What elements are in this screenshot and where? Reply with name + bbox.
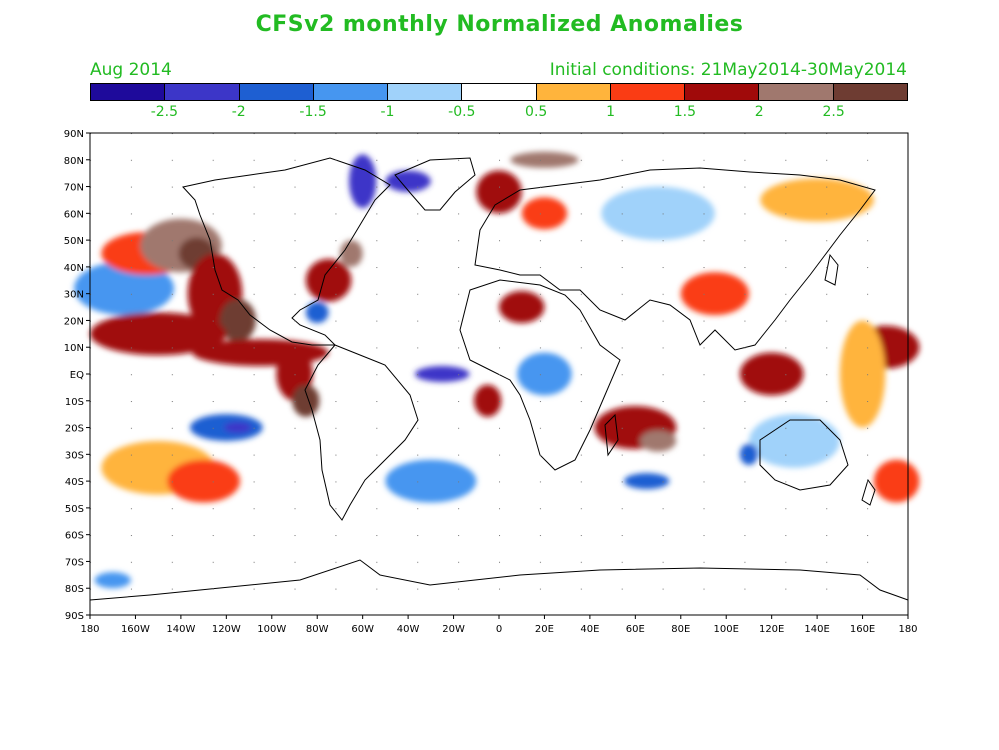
lat-label: 90S — [65, 611, 84, 622]
lon-label: 180 — [898, 624, 917, 635]
lat-label: 10S — [65, 397, 84, 408]
initial-conditions: Initial conditions: 21May2014-30May2014 — [549, 60, 907, 80]
lat-label: 30S — [65, 450, 84, 461]
colorbar-label: -2 — [231, 104, 246, 120]
colorbar-swatch — [610, 84, 686, 100]
colorbar-label: -2.5 — [150, 104, 179, 120]
colorbar-label: 0.5 — [525, 104, 548, 120]
lat-label: 30N — [64, 290, 84, 301]
lon-label: 120E — [759, 624, 784, 635]
lon-label: 100W — [257, 624, 286, 635]
lat-label: 90N — [64, 129, 84, 140]
lon-label: 40E — [580, 624, 599, 635]
colorbar-swatch — [388, 84, 463, 100]
lat-label: 40N — [64, 263, 84, 274]
latitude-axis: 90N 80N 70N 60N 50N 40N 30N 20N 10N EQ 10S 20S 30S 40… — [64, 129, 90, 622]
lon-label: 140W — [166, 624, 195, 635]
lat-label: 60S — [65, 531, 84, 542]
colorbar-label: 2 — [754, 104, 764, 120]
colorbar-swatch — [759, 84, 834, 100]
longitude-axis: 180 160W 140W 120W 100W 80W 60W 40W 20W 0 20E 40E 60… — [80, 615, 918, 635]
colorbar-label: 2.5 — [822, 104, 845, 120]
colorbar-label: -1.5 — [299, 104, 327, 120]
colorbar-label: -0.5 — [448, 104, 476, 120]
chart-title: CFSv2 monthly Normalized Anomalies — [255, 12, 744, 37]
lat-label: 20S — [65, 424, 84, 435]
lat-label: 50S — [65, 504, 84, 515]
colorbar-swatch — [462, 84, 537, 100]
gridlines — [90, 133, 908, 615]
lat-label: 70S — [65, 557, 84, 568]
colorbar-swatch — [833, 84, 907, 100]
lat-label: 60N — [64, 209, 84, 220]
lat-label: 50N — [64, 236, 84, 247]
lon-label: 40W — [397, 624, 420, 635]
lon-label: 180 — [80, 624, 99, 635]
colorbar-swatch — [313, 84, 389, 100]
lat-label: 80N — [64, 156, 84, 167]
colorbar-swatch — [685, 84, 760, 100]
lon-label: 160E — [850, 624, 875, 635]
lon-label: 20E — [535, 624, 554, 635]
lat-label: 20N — [64, 316, 84, 327]
lon-label: 0 — [496, 624, 502, 635]
lon-label: 120W — [212, 624, 241, 635]
colorbar-label: 1.5 — [673, 104, 697, 120]
colorbar — [90, 83, 908, 101]
lat-label: 40S — [65, 477, 84, 488]
lat-label: 80S — [65, 584, 84, 595]
lat-label: EQ — [70, 370, 84, 381]
colorbar-label: -1 — [380, 104, 395, 120]
colorbar-swatch — [239, 84, 314, 100]
lat-label: 70N — [64, 183, 84, 194]
colorbar-label: 1 — [606, 104, 615, 120]
lon-label: 20W — [442, 624, 465, 635]
lon-label: 140E — [804, 624, 829, 635]
lon-label: 60E — [626, 624, 645, 635]
lon-label: 60W — [351, 624, 374, 635]
lon-label: 160W — [121, 624, 150, 635]
lon-label: 80E — [671, 624, 690, 635]
colorbar-swatch — [536, 84, 611, 100]
lon-label: 100E — [714, 624, 739, 635]
lon-label: 80W — [306, 624, 329, 635]
colorbar-swatch — [165, 84, 240, 100]
forecast-month: Aug 2014 — [90, 60, 172, 80]
lat-label: 10N — [64, 343, 84, 354]
colorbar-swatch — [91, 84, 166, 100]
